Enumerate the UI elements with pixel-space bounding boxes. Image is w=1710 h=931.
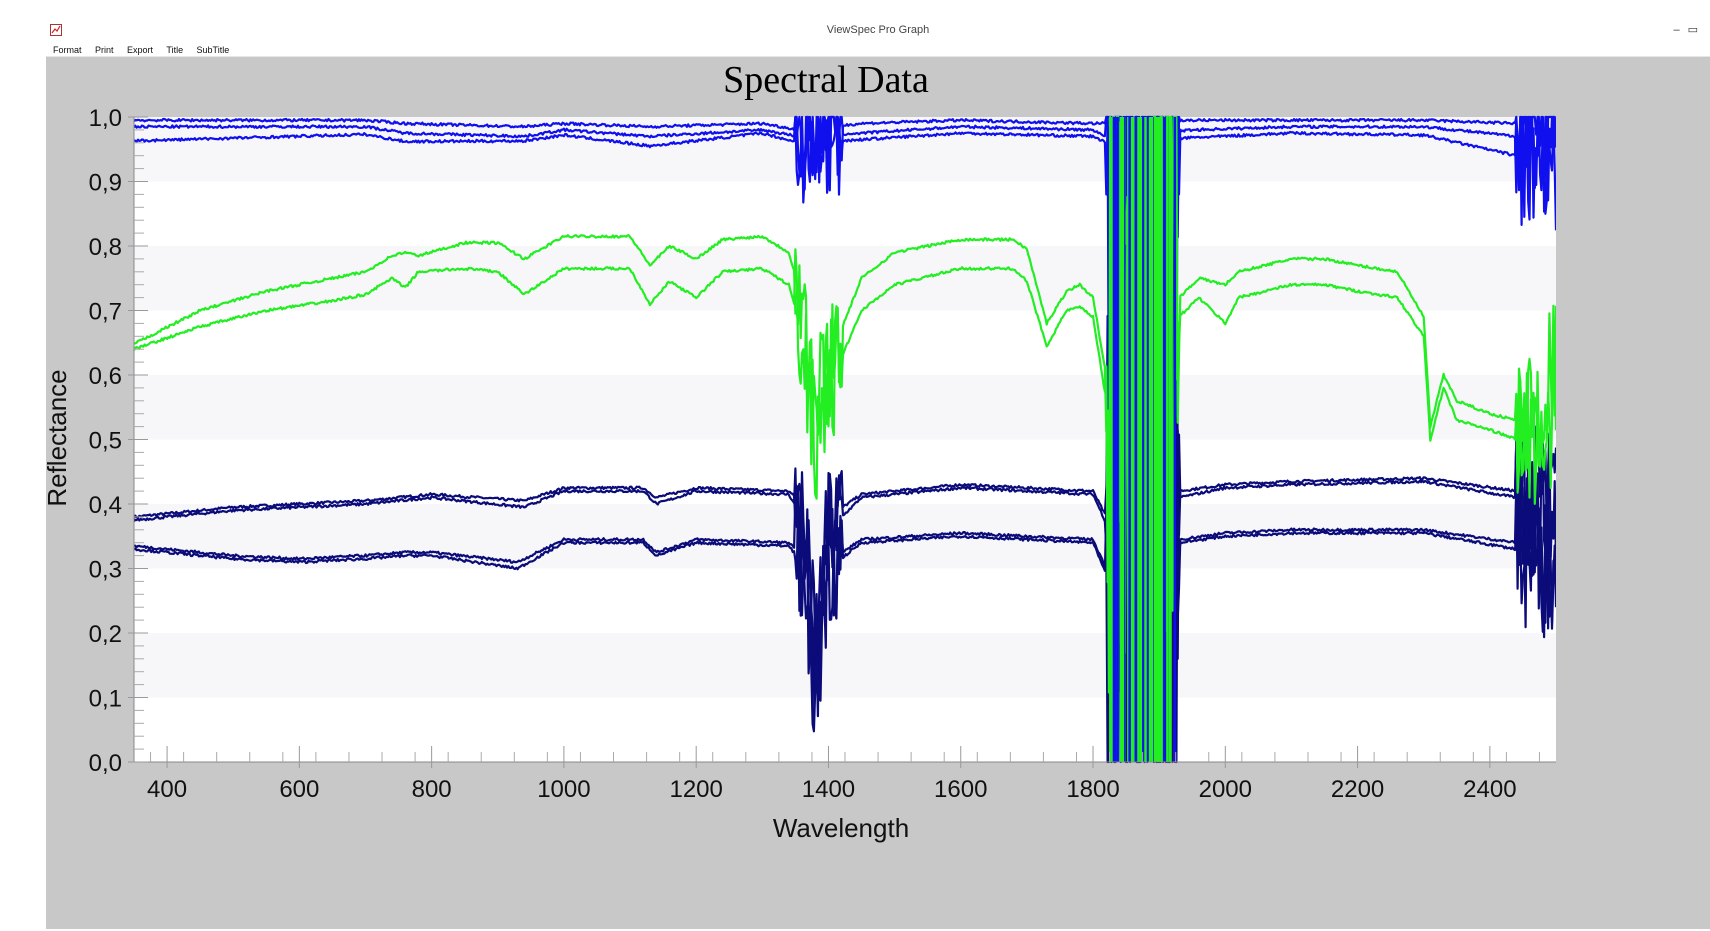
grid-band — [134, 697, 1556, 762]
y-axis-label: Reflectance — [46, 369, 72, 506]
spectral-chart: Spectral Data 0,00,10,20,30,40,50,60,70,… — [46, 59, 1710, 843]
menu-export[interactable]: Export — [126, 45, 153, 55]
y-tick-label: 0,7 — [89, 299, 122, 326]
x-tick-label: 400 — [147, 776, 187, 803]
y-tick-label: 0,1 — [89, 686, 122, 713]
restore-button[interactable]: ▭ — [1687, 24, 1706, 36]
grid-band — [134, 633, 1556, 698]
series-layer — [133, 115, 1558, 764]
grid-band — [134, 439, 1556, 504]
chart-app-icon[interactable] — [50, 24, 62, 36]
menu-title[interactable]: Title — [166, 45, 184, 55]
x-tick-label: 2200 — [1331, 776, 1384, 803]
y-tick-label: 1,0 — [89, 105, 122, 132]
series-line — [133, 188, 1558, 764]
graph-area: Spectral Data 0,0 0,1 0,2 0,3 0,4 0,5 0,6 0,7 0,… — [46, 57, 1710, 931]
plot-background — [134, 117, 1556, 762]
status-bar — [46, 929, 1710, 931]
y-tick-label: 0,6 — [89, 363, 122, 390]
x-axis-label: Wavelength — [773, 813, 909, 843]
y-tick-label: 0,2 — [89, 621, 122, 648]
x-tick-label: 2000 — [1199, 776, 1252, 803]
x-tick-label: 1600 — [934, 776, 987, 803]
axes-layer: 0,0 0,1 0,2 0,3 0,4 0,5 0,6 0,7 0,8 0,9 1,0 400 600 8… — [46, 105, 1710, 803]
y-tick-label: 0,9 — [89, 170, 122, 197]
series-line — [133, 249, 1558, 764]
menu-bar: Format Print Export Title SubTitle — [46, 40, 1710, 57]
grid-band — [134, 375, 1556, 440]
chart-title: Spectral Data — [723, 59, 929, 101]
grid-band — [134, 181, 1556, 246]
y-tick-label: 0,8 — [89, 234, 122, 261]
menu-subtitle[interactable]: SubTitle — [196, 45, 230, 55]
series-line — [134, 115, 1558, 694]
minimize-button[interactable]: – — [1673, 24, 1688, 36]
y-tick-label: 0,0 — [89, 750, 122, 777]
series-line — [133, 115, 1558, 464]
x-tick-label: 1000 — [537, 776, 590, 803]
right-gutter — [1556, 114, 1710, 765]
left-gutter — [46, 114, 134, 765]
y-tick-label: 0,3 — [89, 557, 122, 584]
series-line — [133, 115, 1558, 671]
y-tick-label: 0,4 — [89, 492, 122, 519]
x-tick-label: 600 — [279, 776, 319, 803]
x-tick-label: 1400 — [802, 776, 855, 803]
grid-band — [134, 246, 1556, 311]
x-tick-label: 800 — [412, 776, 452, 803]
window-title: ViewSpec Pro Graph — [826, 24, 930, 36]
series-line — [133, 115, 1558, 424]
window-titlebar: ViewSpec Pro Graph –▭ — [46, 22, 1710, 40]
series-line — [133, 199, 1558, 764]
menu-print[interactable]: Print — [94, 45, 114, 55]
x-tick-label: 1800 — [1066, 776, 1119, 803]
grid-band — [134, 568, 1556, 633]
window-controls: –▭ — [1673, 23, 1706, 36]
series-line — [133, 232, 1558, 764]
series-line — [133, 115, 1558, 450]
x-tick-label: 1200 — [669, 776, 722, 803]
menu-format[interactable]: Format — [53, 45, 82, 55]
x-tick-label: 2400 — [1463, 776, 1516, 803]
y-tick-label: 0,5 — [89, 428, 122, 455]
